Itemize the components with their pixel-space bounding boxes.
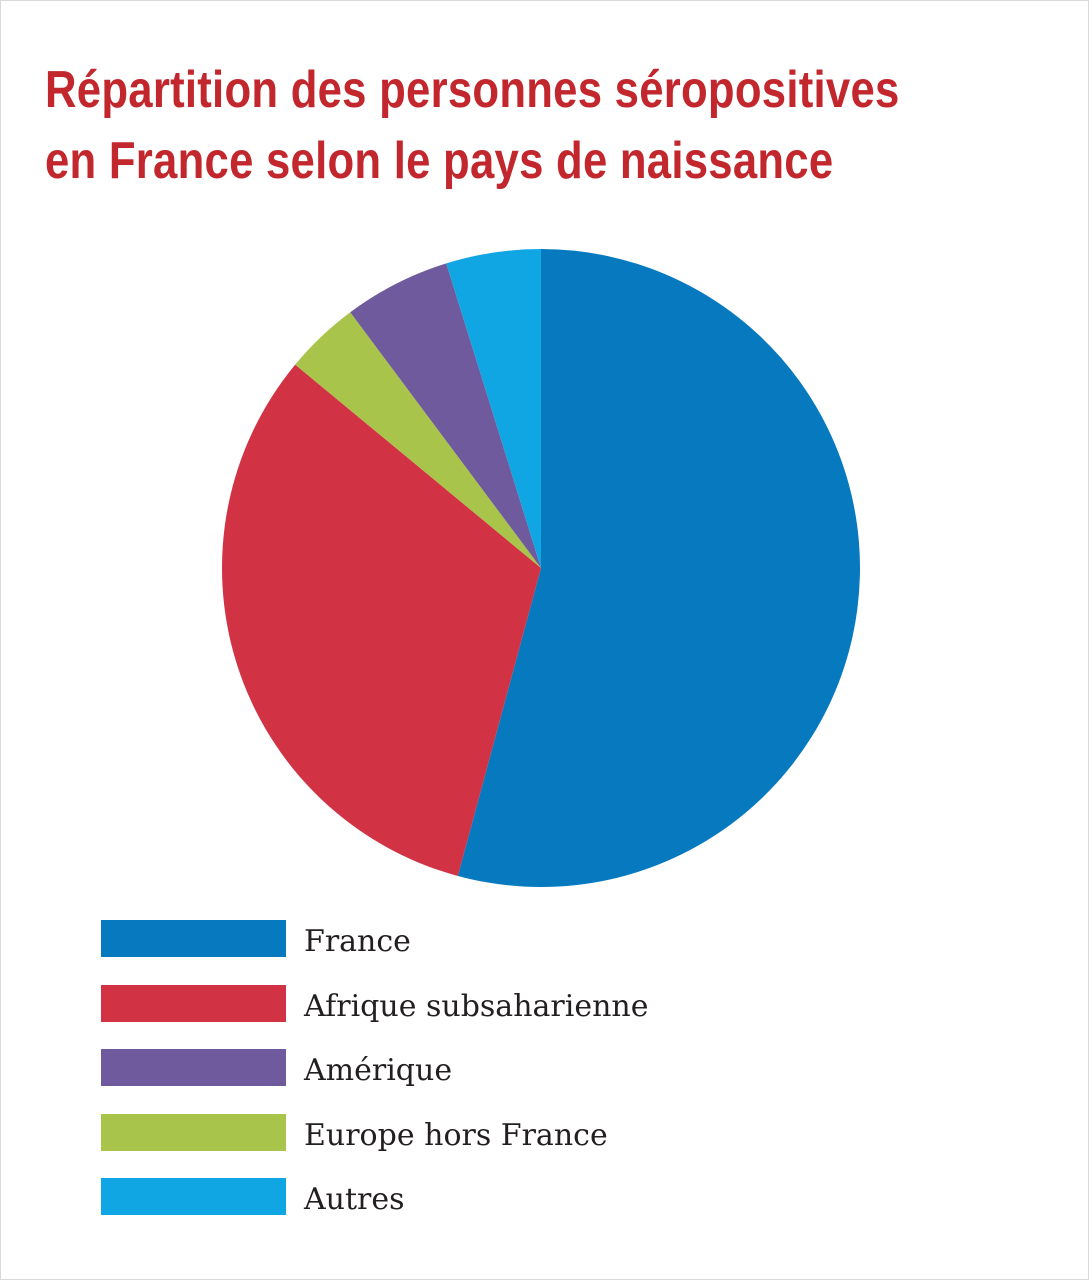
legend-label-afrique-subsaharienne: Afrique subsaharienne: [304, 988, 649, 1024]
legend-label-amerique: Amérique: [304, 1053, 453, 1088]
legend-label-france: France: [304, 924, 411, 959]
legend-swatch-amerique: [101, 1049, 286, 1086]
chart-title-line-1: Répartition des personnes séropositives: [45, 61, 900, 119]
legend-swatch-france: [101, 920, 286, 957]
pie-slice-europe-hors-france: [295, 312, 541, 568]
pie-slice-afrique-subsaharienne: [222, 364, 541, 876]
legend-swatch-afrique-subsaharienne: [101, 984, 286, 1022]
chart-title-line-2: en France selon le pays de naissance: [45, 132, 834, 190]
pie-slice-france: [457, 249, 861, 888]
legend-label-autres: Autres: [304, 1182, 405, 1217]
pie-slice-amerique: [350, 263, 541, 568]
pie-slice-autres: [446, 249, 541, 568]
legend-swatch-europe-hors-france: [101, 1113, 286, 1151]
chart-title: Répartition des personnes séropositives …: [45, 55, 900, 197]
legend-label-europe-hors-france: Europe hors France: [304, 1117, 608, 1153]
legend-swatch-autres: [101, 1178, 286, 1215]
